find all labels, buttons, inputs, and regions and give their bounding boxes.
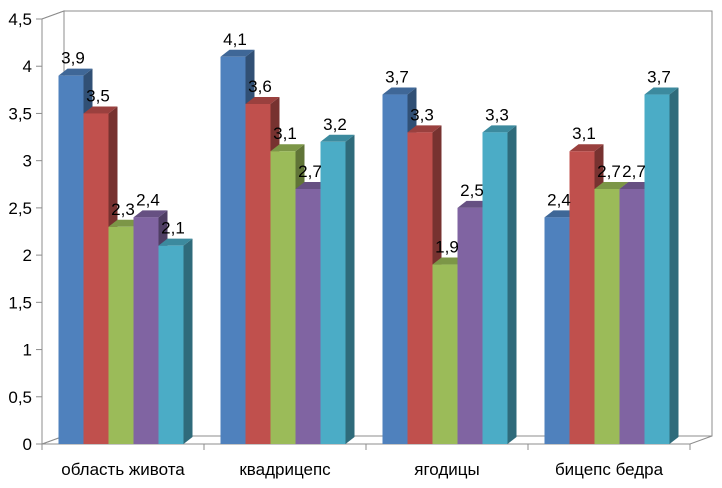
data-label: 3,2: [323, 115, 347, 134]
bar-front: [295, 189, 321, 444]
bar-front: [644, 94, 670, 445]
bar-front: [482, 132, 508, 445]
bar-top: [482, 125, 517, 133]
x-tick-label: ягодицы: [414, 460, 480, 479]
x-tick-label: область живота: [61, 460, 185, 479]
data-label: 2,1: [161, 219, 185, 238]
data-label: 3,9: [61, 49, 85, 68]
bar-front: [245, 104, 271, 444]
data-label: 3,5: [86, 86, 110, 105]
bar-top: [407, 125, 442, 133]
bar-top: [83, 106, 118, 114]
bar-front: [432, 264, 458, 444]
y-tick-label: 1,5: [8, 293, 32, 312]
bar: [158, 238, 193, 444]
bar-top: [58, 68, 93, 76]
data-label: 2,5: [460, 181, 484, 200]
bar: [644, 87, 679, 445]
bar-front: [320, 141, 346, 444]
data-label: 3,7: [647, 68, 671, 87]
bar-top: [382, 87, 417, 95]
bar-top: [644, 87, 679, 95]
data-label: 2,3: [111, 200, 135, 219]
data-label: 2,7: [298, 162, 322, 181]
data-label: 4,1: [223, 30, 247, 49]
bar-front: [382, 94, 408, 445]
bar-front: [158, 245, 184, 444]
data-label: 3,1: [273, 124, 297, 143]
bar-top: [133, 210, 168, 218]
bar-front: [457, 207, 483, 444]
bar-top: [569, 144, 604, 152]
y-tick-label: 3: [23, 152, 32, 171]
data-label: 3,3: [410, 105, 434, 124]
bar: [320, 134, 355, 444]
y-tick-label: 2,5: [8, 199, 32, 218]
bar-top: [270, 144, 305, 152]
bar-front: [83, 113, 109, 444]
data-label: 2,7: [622, 162, 646, 181]
y-tick-label: 0: [23, 435, 32, 454]
bar-front: [407, 132, 433, 445]
bar-side: [669, 87, 679, 445]
y-tick-label: 4: [23, 57, 32, 76]
y-tick-label: 2: [23, 246, 32, 265]
data-label: 1,9: [435, 238, 459, 257]
data-labels: 3,93,52,3 2,42,14,13,63,12,73,23,73,31,92…: [61, 30, 671, 257]
bars: [58, 49, 679, 445]
y-tick-label: 1: [23, 341, 32, 360]
data-label: 3,1: [572, 124, 596, 143]
data-label: 3,7: [385, 68, 409, 87]
y-tick-label: 3,5: [8, 104, 32, 123]
x-tick-label: квадрицепс: [239, 460, 331, 479]
bar-top: [320, 134, 355, 142]
bar-side: [345, 134, 355, 444]
data-label: 2,4: [136, 190, 160, 209]
bar-front: [594, 189, 620, 444]
bar-front: [569, 151, 595, 444]
data-label: 3,6: [248, 77, 272, 96]
tick-labels: 0 0,5 1 1,5 2 2,5 3 3,5 4 4,5 область живота квадри…: [8, 10, 663, 479]
data-label: 2,7: [597, 162, 621, 181]
bar-top: [158, 238, 193, 246]
bar-top: [594, 182, 629, 189]
bar-side: [507, 125, 517, 444]
bar-top: [220, 49, 255, 57]
y-tick-label: 4,5: [8, 10, 32, 29]
bar-front: [619, 189, 645, 444]
y-tick-label: 0,5: [8, 388, 32, 407]
x-tick-label: бицепс бедра: [555, 460, 664, 479]
bar-top: [245, 97, 280, 104]
bar: [482, 125, 517, 445]
bar-front: [58, 75, 84, 445]
bar-front: [220, 56, 246, 445]
bar-front: [133, 217, 159, 444]
bar-side: [183, 238, 193, 444]
bar-front: [108, 226, 134, 444]
bar-front: [270, 151, 296, 444]
data-label: 2,4: [547, 190, 571, 209]
bar-front: [544, 217, 570, 444]
data-label: 3,3: [485, 105, 509, 124]
